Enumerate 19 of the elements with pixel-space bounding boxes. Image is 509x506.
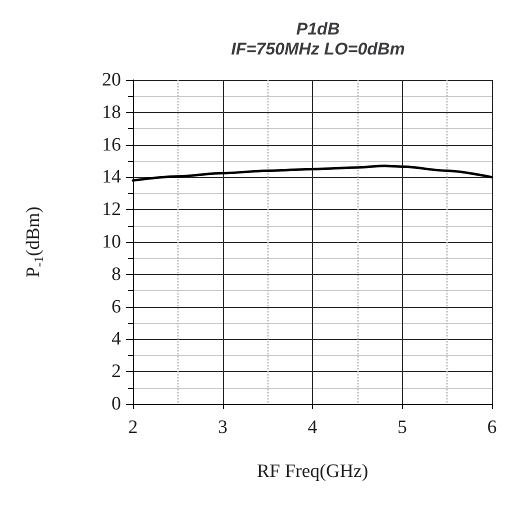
y-tick-label: 4 <box>112 328 122 350</box>
y-tick-label: 10 <box>102 232 121 252</box>
x-tick-label: 4 <box>308 417 318 438</box>
y-axis-title: P-1(dBm) <box>23 206 46 278</box>
y-tick-label: 14 <box>102 166 122 188</box>
y-tick-label: 16 <box>102 134 121 156</box>
x-tick-label: 5 <box>398 417 407 438</box>
y-tick-label: 18 <box>102 102 121 123</box>
y-tick-label: 2 <box>112 361 121 382</box>
x-tick-label: 2 <box>128 417 138 438</box>
y-tick-label: 12 <box>102 199 121 220</box>
x-tick-label: 3 <box>218 417 228 438</box>
y-tick-label: 6 <box>112 296 121 318</box>
y-tick-label: 8 <box>112 264 121 285</box>
y-tick-label: 0 <box>112 394 121 414</box>
chart-title: P1dB IF=750MHz LO=0dBm <box>231 20 405 58</box>
x-axis-title: RF Freq(GHz) <box>256 461 368 482</box>
y-tick-label: 20 <box>102 70 121 90</box>
x-tick-label: 6 <box>487 417 497 438</box>
